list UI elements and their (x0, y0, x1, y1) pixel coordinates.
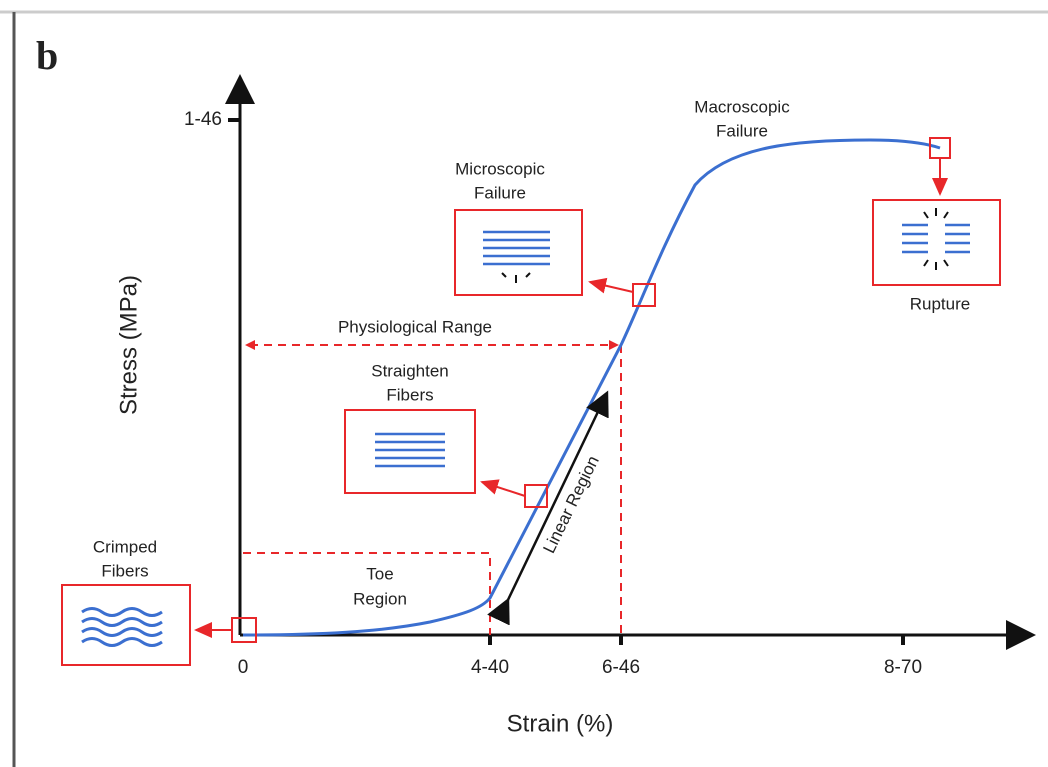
x-tick-label: 4-40 (471, 657, 509, 678)
rupture-icon (902, 223, 970, 254)
physiological-range-label: Physiological Range (338, 317, 492, 336)
crimped-box (61, 584, 191, 666)
crimped-label: Fibers (101, 561, 148, 580)
stress-strain-curve (242, 138, 941, 637)
micro-break (501, 272, 531, 283)
marker-square (632, 283, 656, 307)
straighten-box (344, 409, 476, 494)
macroscopic-label: Macroscopic (694, 97, 790, 116)
rupture-box (872, 199, 1001, 286)
y-tick-label: 1-46 (184, 109, 222, 130)
toe-region-label: Toe (366, 564, 393, 583)
x-axis-title: Strain (%) (507, 710, 614, 737)
y-axis-title: Stress (MPa) (115, 275, 142, 415)
crimped-label: Crimped (93, 537, 157, 556)
toe-region-label: Region (353, 589, 407, 608)
microscopic-label: Failure (474, 183, 526, 202)
callout-arrow (480, 479, 526, 497)
micro-icon (483, 230, 550, 266)
microscopic-label: Microscopic (455, 159, 545, 178)
macroscopic-label: Failure (716, 121, 768, 140)
x-tick-label: 6-46 (602, 657, 640, 678)
x-tick-label: 8-70 (884, 657, 922, 678)
callout-arrow (588, 277, 634, 294)
straight-icon (375, 432, 445, 468)
straighten-label: Straighten (371, 361, 449, 380)
rupture-label: Rupture (910, 294, 970, 313)
linear-region-arrow (487, 390, 609, 626)
panel-label: b (36, 33, 58, 78)
microscopic-box (454, 209, 583, 296)
rupture-break (923, 208, 949, 270)
x-tick-label: 0 (238, 657, 249, 678)
crimped-icon (81, 607, 163, 647)
straighten-label: Fibers (386, 385, 433, 404)
